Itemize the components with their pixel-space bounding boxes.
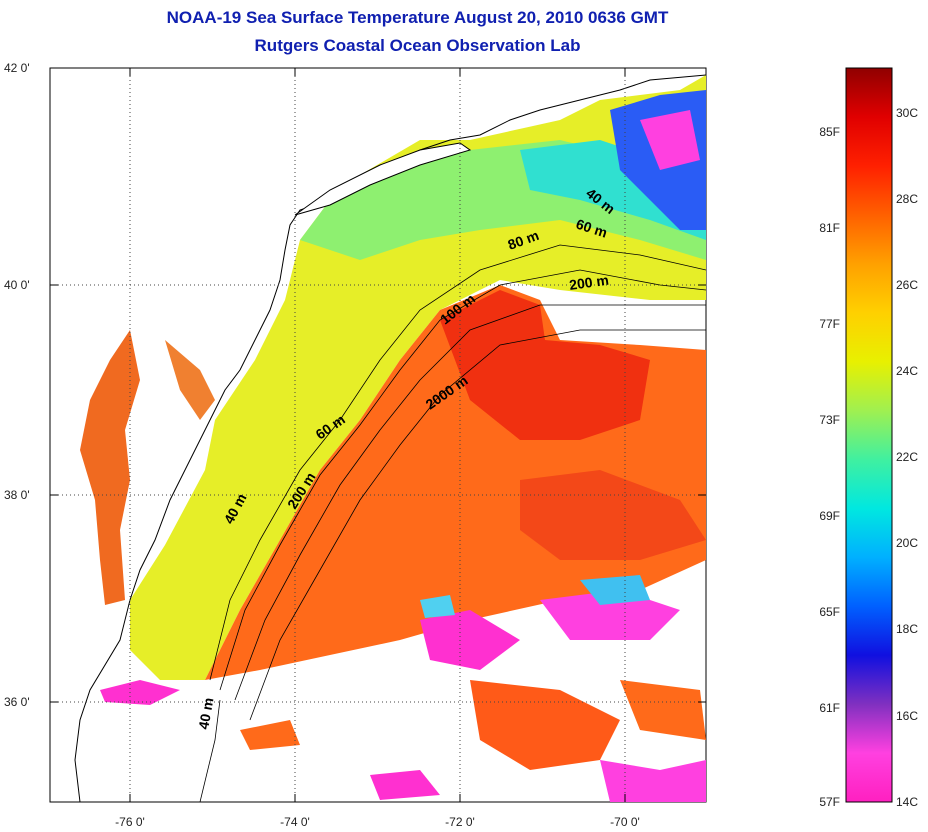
colorbar-f-label: 57F bbox=[819, 795, 840, 809]
colorbar-c-label: 24C bbox=[896, 364, 918, 378]
shelf-water bbox=[130, 75, 706, 680]
colorbar-celsius-labels: 30C 28C 26C 24C 22C 20C 18C 16C 14C bbox=[896, 106, 918, 809]
long-island bbox=[294, 142, 472, 216]
colorbar-f-label: 65F bbox=[819, 605, 840, 619]
delaware-bay bbox=[165, 340, 215, 420]
map-subtitle: Rutgers Coastal Ocean Observation Lab bbox=[254, 36, 581, 55]
temperature-field bbox=[74, 74, 706, 802]
colorbar-c-label: 18C bbox=[896, 622, 918, 636]
colorbar-f-label: 81F bbox=[819, 221, 840, 235]
lat-label-42: 42 0' bbox=[4, 61, 30, 75]
lon-label-76: -76 0' bbox=[115, 815, 145, 829]
coastline bbox=[129, 74, 706, 601]
warm-patch bbox=[240, 720, 300, 750]
colorbar-c-label: 20C bbox=[896, 536, 918, 550]
colorbar-f-label: 73F bbox=[819, 413, 840, 427]
lat-label-40: 40 0' bbox=[4, 278, 30, 292]
colorbar-f-label: 69F bbox=[819, 509, 840, 523]
cloud-patch bbox=[420, 610, 520, 670]
colorbar-f-label: 85F bbox=[819, 125, 840, 139]
coastline-south bbox=[74, 599, 131, 802]
cloud-patch bbox=[540, 590, 680, 640]
isobath-lines bbox=[199, 244, 706, 802]
cool-patch bbox=[580, 575, 650, 605]
colorbar-c-label: 14C bbox=[896, 795, 918, 809]
isobath-label: 200 m bbox=[568, 272, 610, 293]
lon-label-74: -74 0' bbox=[280, 815, 310, 829]
colorbar-c-label: 16C bbox=[896, 709, 918, 723]
colorbar-c-label: 30C bbox=[896, 106, 918, 120]
chesapeake-bay bbox=[80, 330, 140, 605]
graticule bbox=[50, 68, 706, 802]
lat-label-38: 38 0' bbox=[4, 488, 30, 502]
colorbar-f-label: 77F bbox=[819, 317, 840, 331]
colorbar-f-label: 61F bbox=[819, 701, 840, 715]
cloud-patch bbox=[640, 110, 700, 170]
axis-ticks bbox=[50, 67, 706, 802]
hot-water-south bbox=[520, 470, 706, 560]
lon-label-70: -70 0' bbox=[610, 815, 640, 829]
map-title: NOAA-19 Sea Surface Temperature August 2… bbox=[166, 8, 669, 27]
colorbar-c-label: 26C bbox=[896, 278, 918, 292]
hot-water bbox=[440, 290, 650, 440]
colorbar-fahrenheit-labels: 85F 81F 77F 73F 69F 65F 61F 57F bbox=[819, 125, 840, 809]
cloud-patch bbox=[370, 770, 440, 800]
colorbar-c-label: 22C bbox=[896, 450, 918, 464]
colorbar bbox=[845, 67, 893, 803]
colorbar-c-label: 28C bbox=[896, 192, 918, 206]
cloud-patch bbox=[100, 680, 180, 705]
warm-patch bbox=[620, 680, 706, 740]
cool-patch bbox=[420, 595, 455, 618]
lat-label-36: 36 0' bbox=[4, 695, 30, 709]
lon-label-72: -72 0' bbox=[445, 815, 475, 829]
isobath-label: 40 m bbox=[195, 696, 216, 730]
cloud-patch bbox=[600, 760, 706, 802]
